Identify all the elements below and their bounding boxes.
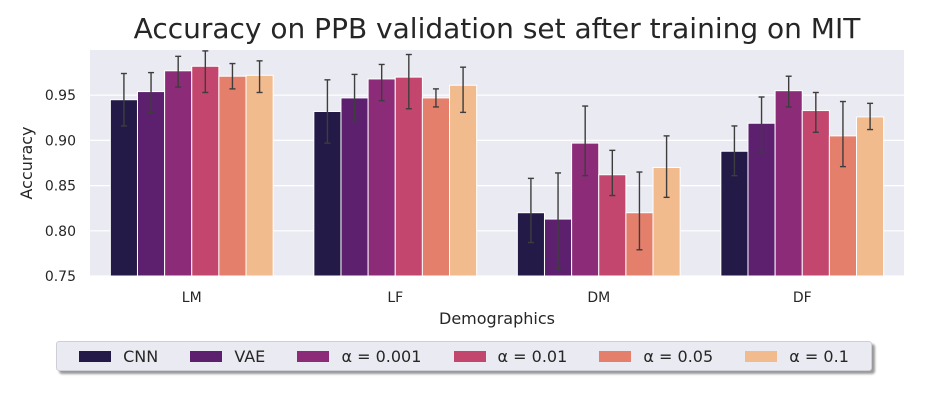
bar <box>774 90 803 277</box>
legend-label: VAE <box>234 346 266 366</box>
legend-item-vae: VAE <box>190 347 265 366</box>
legend-item-cnn: CNN <box>79 347 158 366</box>
y-tick-label: 0.75 <box>45 269 76 285</box>
legend-swatch <box>297 350 330 362</box>
bar <box>218 75 247 277</box>
bar <box>801 110 830 277</box>
x-tick-label: LM <box>182 290 202 306</box>
y-tick-label: 0.85 <box>45 179 76 195</box>
legend-item-alpha-01: α = 0.1 <box>745 347 849 366</box>
legend-item-alpha-0001: α = 0.001 <box>297 347 421 366</box>
chart-title: Accuracy on PPB validation set after tra… <box>133 12 861 45</box>
bar <box>109 99 138 277</box>
x-tick-label: DF <box>793 290 812 306</box>
bar <box>191 65 220 277</box>
legend-swatch <box>599 350 632 362</box>
legend-item-alpha-001: α = 0.01 <box>453 346 568 366</box>
bar <box>421 97 451 277</box>
y-tick-label: 0.90 <box>45 133 76 149</box>
legend-swatch <box>190 350 223 362</box>
bar <box>136 91 166 277</box>
x-tick-label: LF <box>387 290 403 306</box>
bar <box>367 78 396 277</box>
bar <box>449 84 478 277</box>
legend: CNN VAE α = 0.001 α = 0.01 α = 0.05 α = … <box>56 341 872 371</box>
bar <box>340 97 369 277</box>
legend-swatch <box>745 350 778 362</box>
legend-label: α = 0.01 <box>497 346 568 366</box>
y-tick-label: 0.95 <box>45 88 76 104</box>
legend-item-alpha-005: α = 0.05 <box>599 347 713 366</box>
legend-swatch <box>79 350 112 362</box>
y-tick-label: 0.80 <box>45 224 76 240</box>
legend-label: α = 0.05 <box>643 346 714 366</box>
legend-label: CNN <box>123 346 159 366</box>
bar <box>856 116 885 277</box>
y-axis-label: Accuracy <box>17 126 36 199</box>
x-axis-label: Demographics <box>439 309 555 328</box>
legend-label: α = 0.1 <box>789 346 849 366</box>
bar <box>245 74 274 277</box>
legend-swatch <box>453 350 486 362</box>
legend-label: α = 0.001 <box>341 346 422 366</box>
bar <box>164 70 193 277</box>
x-tick-label: DM <box>587 290 610 306</box>
